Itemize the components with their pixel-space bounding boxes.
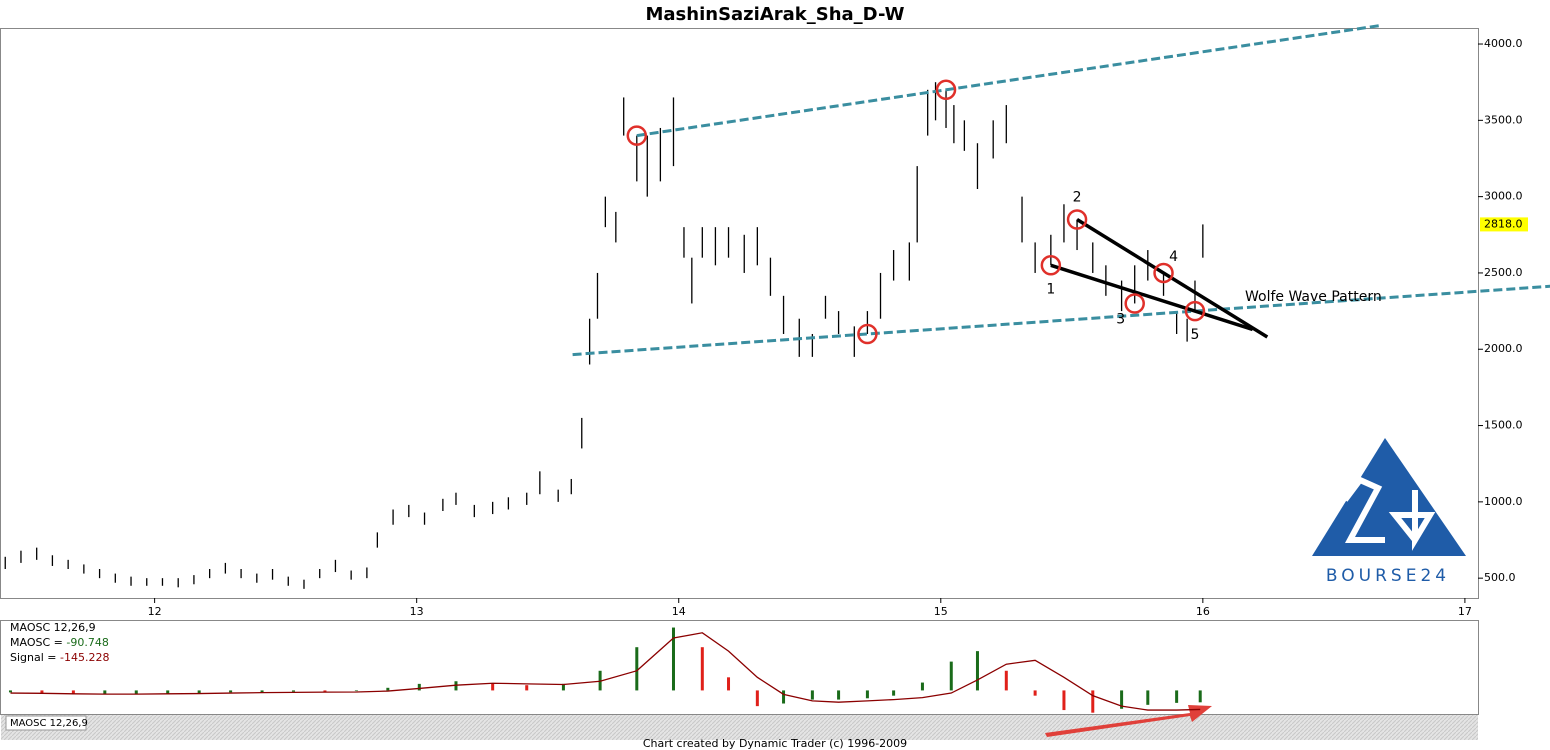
support-line — [572, 284, 1550, 357]
osc-bar — [229, 690, 233, 693]
osc-bar — [491, 683, 495, 691]
legend-value: -145.228 — [60, 651, 109, 664]
osc-bar — [1033, 690, 1037, 696]
y-tick-label: 4000.0 — [1484, 37, 1523, 50]
osc-bar — [755, 690, 759, 707]
osc-bar — [1062, 690, 1066, 711]
legend-value: -90.748 — [66, 636, 108, 649]
x-tick-label: 17 — [1458, 605, 1472, 618]
chart-title: MashinSaziArak_Sha_D-W — [646, 4, 905, 25]
x-tick-label: 15 — [934, 605, 948, 618]
osc-bar — [386, 687, 390, 691]
osc-bar — [292, 690, 296, 692]
osc-bar — [103, 690, 107, 695]
osc-bar — [727, 677, 731, 691]
price-panel — [0, 28, 1479, 599]
osc-bar — [40, 690, 44, 694]
wolfe-line — [1050, 263, 1254, 332]
osc-title: MAOSC 12,26,9 — [10, 621, 96, 634]
osc-panel — [0, 620, 1479, 715]
osc-bar — [671, 627, 675, 691]
logo-mark — [1388, 490, 1436, 551]
osc-bar — [700, 647, 704, 691]
osc-bar — [1120, 690, 1124, 709]
pivot-circle — [1066, 209, 1088, 230]
osc-bar — [134, 690, 138, 694]
logo-mark — [1342, 476, 1385, 543]
signal-line — [10, 632, 1201, 711]
y-tick-label: 1500.0 — [1484, 419, 1523, 432]
arrow — [1045, 705, 1212, 737]
last-value-flag — [1480, 217, 1528, 232]
y-tick-label: 3000.0 — [1484, 190, 1523, 203]
wave-label: 5 — [1191, 327, 1200, 343]
osc-bar — [454, 681, 458, 691]
osc-bar — [1091, 690, 1095, 713]
osc-bar — [197, 690, 201, 694]
osc-bar — [1175, 690, 1179, 703]
osc-bar — [1146, 690, 1150, 705]
osc-bar — [920, 682, 924, 691]
osc-bar — [525, 685, 529, 691]
osc-bar — [417, 683, 421, 691]
osc-bar — [1004, 670, 1008, 691]
tab-strip — [1, 715, 1478, 740]
osc-bar — [561, 683, 565, 691]
osc-bar — [260, 690, 264, 693]
osc-legend: Signal = -145.228 — [10, 651, 109, 664]
osc-bar — [975, 651, 979, 691]
osc-bar — [635, 647, 639, 691]
osc-bar — [865, 690, 869, 699]
wave-label: 2 — [1073, 190, 1082, 206]
wave-label: 3 — [1116, 311, 1125, 327]
x-tick-label: 13 — [410, 605, 424, 618]
y-tick-label: 1000.0 — [1484, 495, 1523, 508]
osc-legend: MAOSC = -90.748 — [10, 636, 109, 649]
pattern-label: Wolfe Wave Pattern — [1245, 289, 1382, 305]
osc-bar — [810, 690, 814, 700]
last-value-label: 2818.0 — [1484, 217, 1523, 230]
pivot-circle — [857, 323, 878, 345]
osc-bar — [949, 661, 953, 691]
y-tick-label: 3500.0 — [1484, 113, 1523, 126]
osc-bar — [782, 690, 786, 704]
pivot-circle — [1184, 300, 1206, 322]
osc-bar — [166, 690, 170, 694]
osc-bar — [1198, 690, 1202, 703]
osc-bar — [8, 690, 12, 693]
x-tick-label: 12 — [148, 605, 162, 618]
x-tick-label: 14 — [672, 605, 686, 618]
pivot-circle — [935, 79, 957, 101]
logo-triangle — [1312, 438, 1466, 556]
osc-bar — [71, 690, 75, 695]
x-tick-label: 16 — [1196, 605, 1210, 618]
y-tick-label: 500.0 — [1484, 571, 1516, 584]
wave-label: 4 — [1169, 249, 1178, 265]
wave-label: 1 — [1046, 281, 1055, 297]
osc-bar — [837, 690, 841, 700]
pivot-circle — [1040, 255, 1062, 276]
legend-name: MAOSC = — [10, 636, 63, 649]
tab-label: MAOSC 12,26,9 — [10, 718, 88, 729]
pivot-circle — [626, 125, 648, 146]
pivot-circle — [1124, 293, 1145, 314]
osc-bar — [892, 690, 896, 696]
pivot-circle — [1153, 262, 1174, 284]
osc-bar — [354, 690, 358, 692]
logo-text: BOURSE24 — [1326, 566, 1450, 586]
resistance-line — [636, 24, 1380, 138]
y-tick-label: 2500.0 — [1484, 266, 1523, 279]
tab[interactable] — [5, 715, 87, 731]
legend-name: Signal = — [10, 651, 57, 664]
footer: Chart created by Dynamic Trader (c) 1996… — [643, 737, 907, 750]
y-tick-label: 2000.0 — [1484, 342, 1523, 355]
osc-bar — [323, 690, 327, 693]
